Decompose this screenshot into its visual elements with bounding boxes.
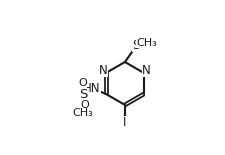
Text: CH₃: CH₃ — [72, 108, 93, 118]
Text: O: O — [78, 78, 86, 89]
Text: HN: HN — [83, 82, 100, 95]
Text: I: I — [123, 116, 126, 129]
Text: N: N — [142, 64, 150, 78]
Text: CH₃: CH₃ — [136, 38, 156, 48]
Text: O: O — [80, 100, 89, 110]
Text: S: S — [131, 39, 139, 52]
Text: S: S — [79, 88, 88, 101]
Text: N: N — [99, 64, 107, 78]
